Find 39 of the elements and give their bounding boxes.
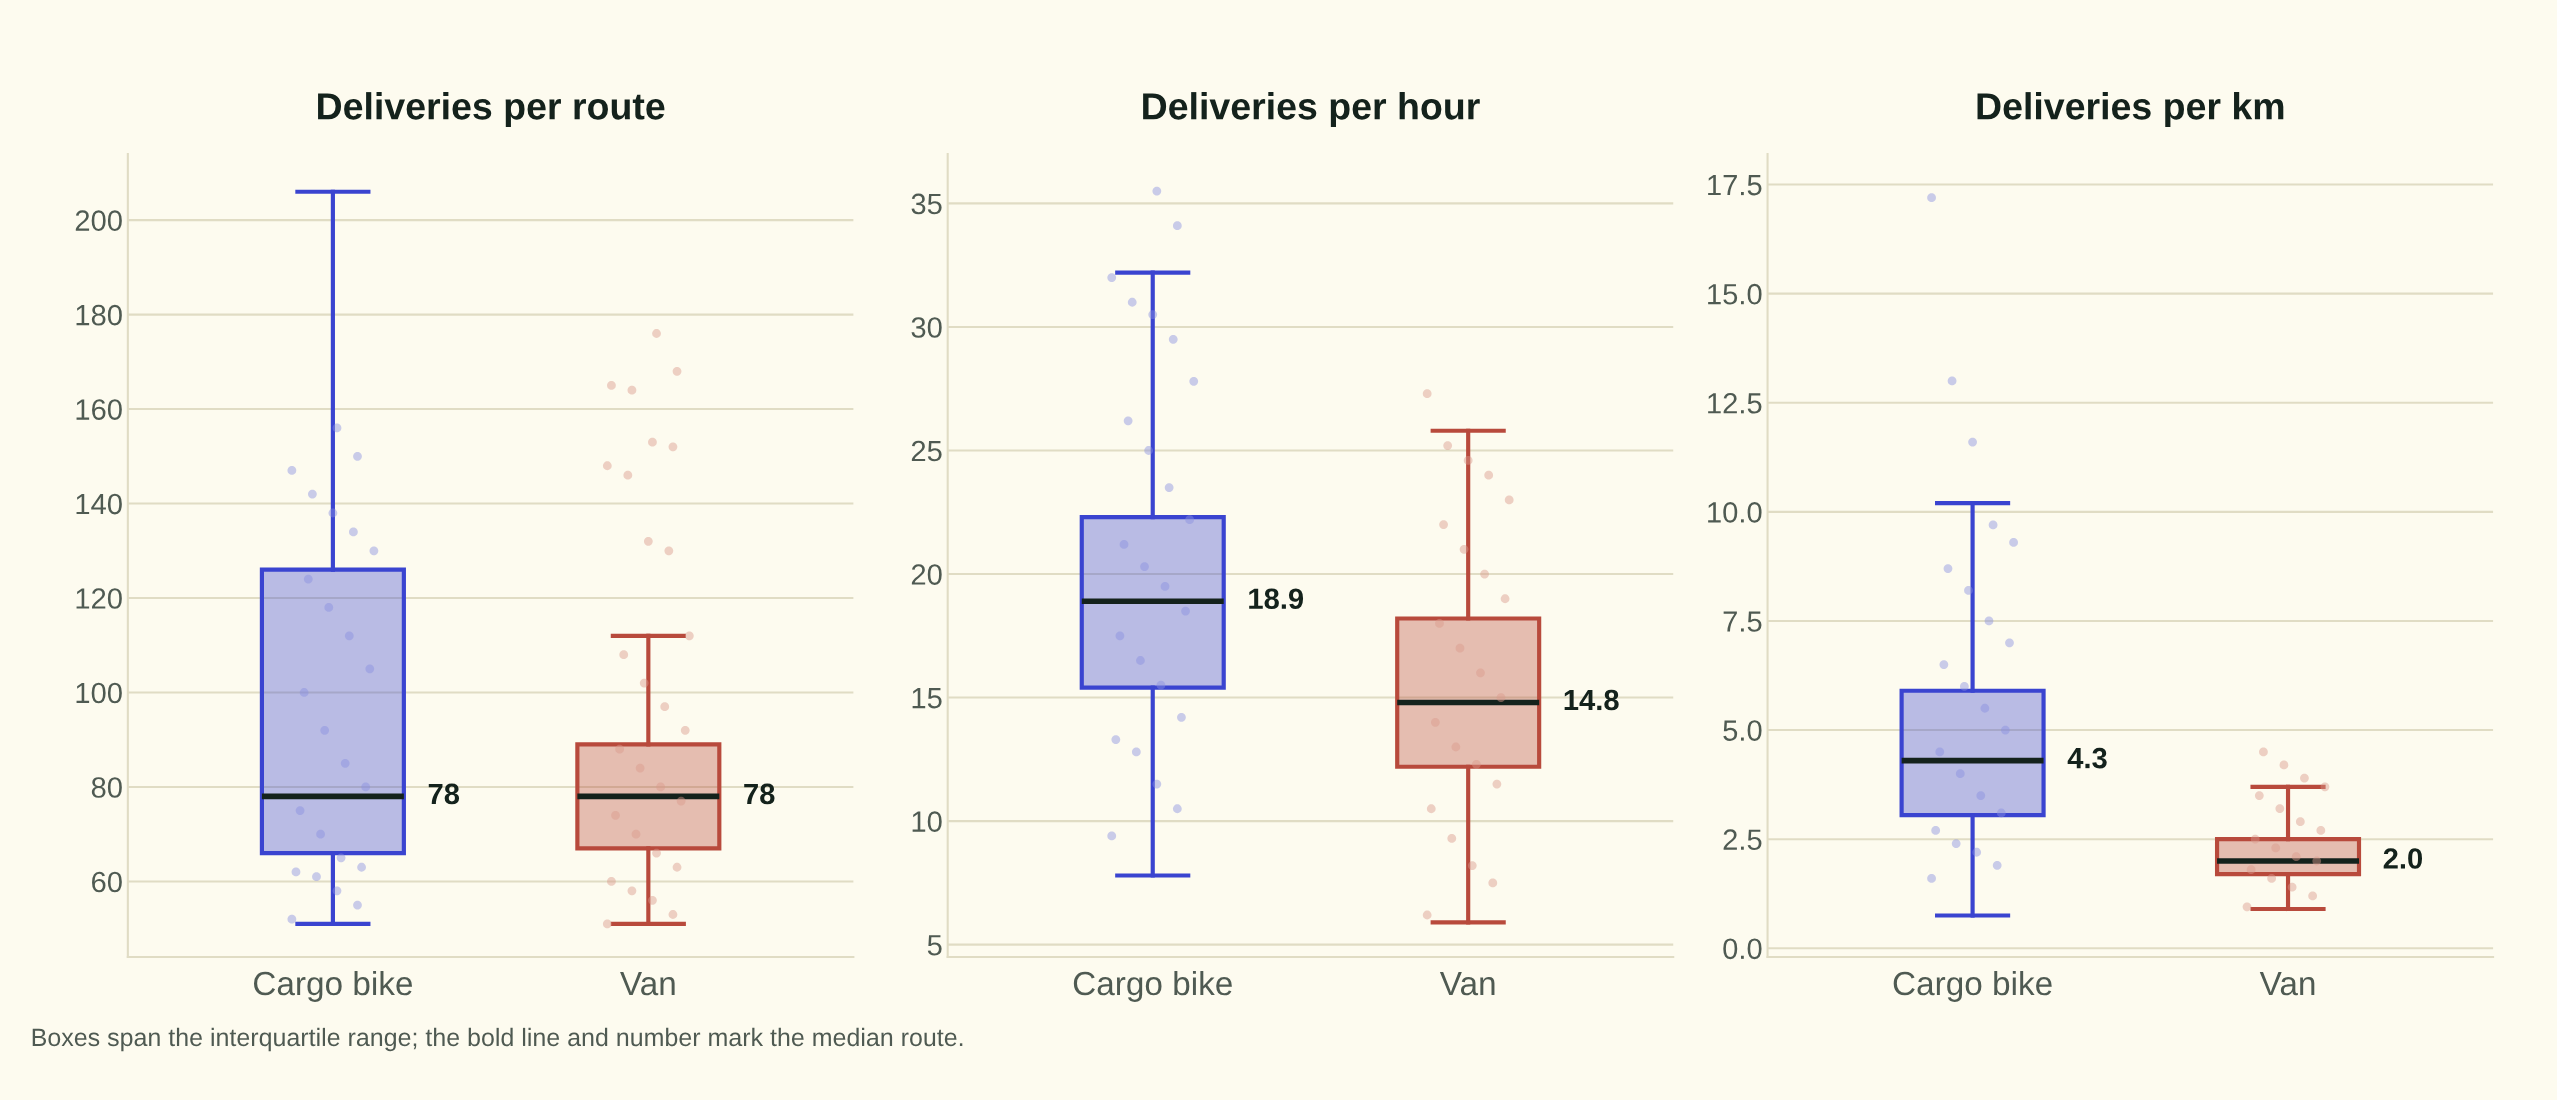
annotation: 78 (428, 783, 460, 805)
y-tick-label: 15.0 (1708, 283, 1762, 305)
y-tick-label: 140 (76, 493, 122, 515)
x-tick-label: Van (2259, 972, 2315, 996)
chart-title: Deliveries per km (1977, 92, 2284, 128)
y-tick-label: 80 (91, 777, 122, 798)
y-tick-label: 180 (76, 304, 122, 326)
x-tick-label: Cargo bike (1893, 970, 2052, 1002)
y-tick-label: 2.5 (1723, 829, 1762, 851)
y-tick-label: 120 (76, 588, 122, 609)
x-tick-label: Van (1439, 972, 1495, 996)
y-tick-label: 17.5 (1708, 175, 1762, 196)
chart-title: Deliveries per hour (1143, 92, 1480, 128)
y-tick-label: 60 (92, 871, 122, 893)
annotation: 4.3 (2067, 747, 2107, 769)
chart-title: Deliveries per route (318, 92, 665, 128)
y-tick-label: 10 (912, 811, 942, 832)
y-tick-label: 15 (912, 688, 942, 709)
y-tick-label: 5.0 (1723, 720, 1762, 741)
text: Boxes span the interquartile range; the bold line and number mark the median route. (32, 1027, 963, 1052)
y-tick-label: 200 (75, 210, 122, 231)
y-tick-label: 5 (927, 935, 942, 956)
annotation: 14.8 (1564, 689, 1619, 711)
y-tick-label: 25 (911, 440, 942, 462)
annotation: 78 (744, 783, 775, 805)
y-tick-label: 35 (911, 193, 942, 215)
y-tick-label: 30 (911, 317, 942, 338)
annotation: 18.9 (1249, 588, 1304, 610)
x-tick-label: Van (620, 972, 675, 996)
y-tick-label: 7.5 (1723, 611, 1762, 632)
y-tick-label: 0.0 (1723, 938, 1762, 960)
x-tick-label: Cargo bike (253, 970, 413, 1002)
y-tick-label: 10.0 (1708, 502, 1762, 523)
y-tick-label: 100 (76, 682, 122, 704)
x-tick-label: Cargo bike (1073, 970, 1232, 1002)
annotation: 2.0 (2383, 848, 2423, 869)
y-tick-label: 12.5 (1708, 392, 1762, 414)
y-tick-label: 160 (76, 399, 122, 420)
y-tick-label: 20 (911, 564, 942, 585)
